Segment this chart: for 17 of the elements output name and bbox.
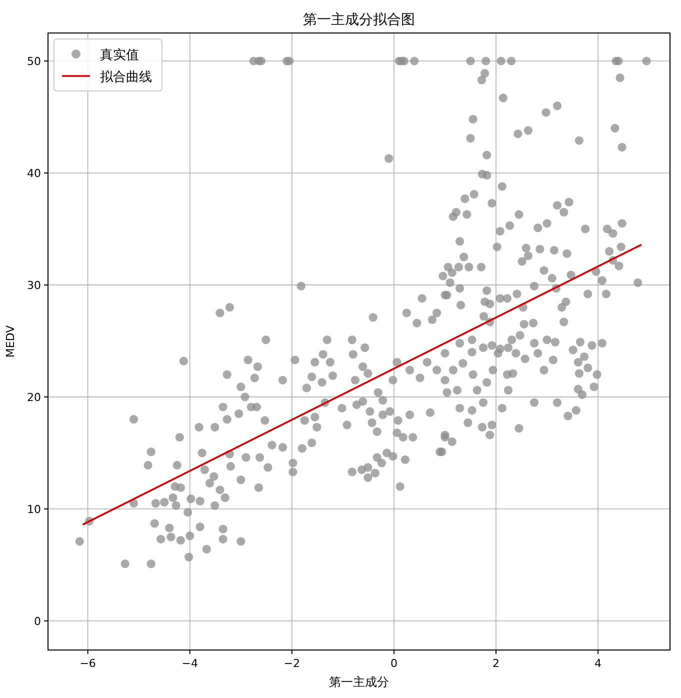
y-tick-label: 50 <box>27 54 41 68</box>
y-tick-label: 20 <box>27 390 41 404</box>
x-tick-label: 2 <box>492 657 500 670</box>
y-axis-title: MEDV <box>4 324 17 358</box>
y-tick-label: 0 <box>34 614 41 628</box>
x-tick-label: −4 <box>182 657 198 670</box>
legend-label: 真实值 <box>100 48 139 63</box>
legend-label: 拟合曲线 <box>100 70 152 85</box>
x-tick-label: 4 <box>594 657 602 670</box>
y-tick-label: 30 <box>27 278 41 292</box>
chart-title: 第一主成分拟合图 <box>303 12 415 28</box>
x-tick-label: −2 <box>284 657 300 670</box>
y-tick-label: 40 <box>27 166 41 180</box>
x-tick-label: −6 <box>80 657 96 670</box>
y-tick-label: 10 <box>27 502 41 516</box>
x-tick-label: 0 <box>390 657 398 670</box>
x-axis-title: 第一主成分 <box>329 675 389 689</box>
